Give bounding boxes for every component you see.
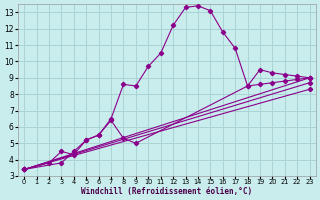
X-axis label: Windchill (Refroidissement éolien,°C): Windchill (Refroidissement éolien,°C) [81, 187, 252, 196]
